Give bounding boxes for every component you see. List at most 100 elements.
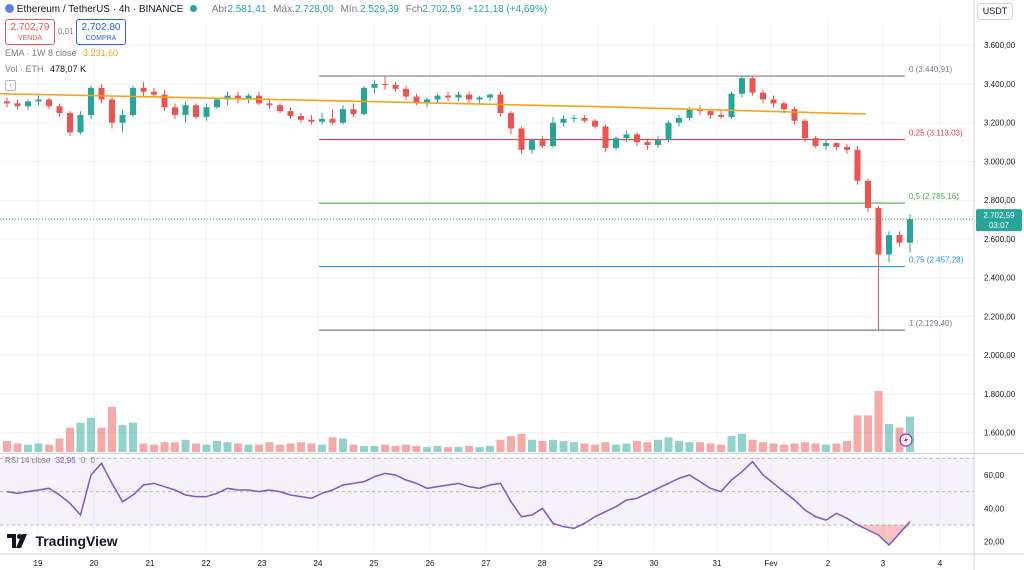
candle-body[interactable] — [172, 107, 178, 115]
candle-body[interactable] — [886, 235, 892, 255]
volume-bar — [360, 445, 368, 452]
volume-bar — [874, 391, 883, 452]
candle-body[interactable] — [455, 94, 462, 98]
candle-body[interactable] — [707, 111, 714, 115]
candle-body[interactable] — [476, 97, 483, 100]
candle-body[interactable] — [613, 138, 619, 148]
candle-body[interactable] — [592, 120, 598, 127]
candle-body[interactable] — [686, 109, 693, 118]
candle-body[interactable] — [182, 105, 189, 115]
candle-body[interactable] — [319, 118, 325, 122]
candle-body[interactable] — [392, 84, 399, 89]
candle-body[interactable] — [770, 99, 777, 104]
volume-legend[interactable]: Vol · ETH 478,07 K — [5, 64, 86, 74]
candle-body[interactable] — [161, 94, 168, 108]
candle-body[interactable] — [749, 78, 756, 93]
candle-body[interactable] — [844, 146, 850, 150]
candle-body[interactable] — [665, 122, 672, 141]
candle-body[interactable] — [46, 99, 52, 107]
candle-body[interactable] — [25, 101, 31, 107]
candle-body[interactable] — [403, 88, 409, 97]
candle-body[interactable] — [791, 109, 798, 121]
candle-body[interactable] — [434, 95, 441, 100]
candle-body[interactable] — [602, 126, 609, 148]
candle-body[interactable] — [655, 140, 661, 145]
candle-body[interactable] — [151, 91, 157, 95]
buy-button[interactable]: 2.702,80 COMPRA — [76, 19, 126, 45]
candle-body[interactable] — [14, 103, 21, 107]
candle-body[interactable] — [266, 103, 273, 106]
candle-body[interactable] — [203, 107, 210, 117]
time-axis-tick: 24 — [314, 559, 323, 568]
candle-body[interactable] — [875, 207, 882, 255]
candle-body[interactable] — [340, 109, 346, 123]
rsi-line[interactable] — [6, 460, 911, 547]
candle-body[interactable] — [193, 105, 199, 117]
candle-body[interactable] — [487, 94, 493, 98]
tradingview-logo[interactable]: TradingView — [7, 532, 118, 550]
candle-body[interactable] — [56, 106, 63, 114]
candle-body[interactable] — [812, 138, 819, 146]
collapse-legend-icon[interactable]: ‹ — [5, 80, 16, 91]
candle-body[interactable] — [634, 134, 640, 143]
candle-body[interactable] — [67, 113, 73, 133]
candle-body[interactable] — [4, 101, 10, 104]
candle-body[interactable] — [308, 119, 315, 122]
currency-button[interactable]: USDT — [977, 3, 1013, 20]
candle-body[interactable] — [298, 115, 304, 120]
candle-body[interactable] — [508, 113, 514, 129]
candle-body[interactable] — [623, 134, 630, 139]
symbol-title[interactable]: Ethereum / TetherUS · 4h · BINANCE — [16, 4, 184, 15]
candle-body[interactable] — [98, 87, 105, 100]
candle-body[interactable] — [371, 83, 378, 88]
candle-body[interactable] — [728, 93, 735, 117]
candle-body[interactable] — [760, 92, 766, 100]
candle-body[interactable] — [413, 96, 420, 103]
candle-body[interactable] — [854, 149, 861, 181]
candle-body[interactable] — [539, 140, 546, 146]
candle-body[interactable] — [35, 99, 42, 102]
candle-body[interactable] — [896, 235, 903, 243]
candle-body[interactable] — [676, 117, 682, 123]
candle-body[interactable] — [245, 95, 252, 100]
candle-body[interactable] — [350, 109, 357, 115]
candle-body[interactable] — [644, 142, 651, 145]
candle-body[interactable] — [581, 117, 588, 121]
candle-body[interactable] — [529, 140, 535, 150]
candle-body[interactable] — [718, 114, 724, 117]
candle-body[interactable] — [907, 219, 913, 243]
ema-legend[interactable]: EMA · 1W 8 close 3.231,60 — [5, 48, 118, 58]
candle-body[interactable] — [560, 118, 567, 123]
candle-body[interactable] — [109, 99, 115, 123]
candle-body[interactable] — [833, 143, 840, 147]
sell-button[interactable]: 2.702,79 VENDA — [5, 19, 55, 45]
candle-body[interactable] — [781, 103, 787, 110]
candle-body[interactable] — [424, 99, 430, 103]
candle-body[interactable] — [382, 83, 388, 85]
candle-body[interactable] — [466, 94, 472, 100]
candle-body[interactable] — [739, 78, 745, 94]
candle-body[interactable] — [277, 105, 283, 112]
candle-body[interactable] — [571, 117, 577, 119]
candle-body[interactable] — [88, 87, 94, 115]
rsi-extra-1: 0 — [80, 456, 86, 465]
candle-body[interactable] — [224, 95, 231, 100]
candle-body[interactable] — [235, 95, 241, 100]
time-axis-tick: 19 — [34, 559, 43, 568]
candle-body[interactable] — [865, 180, 871, 208]
candle-body[interactable] — [823, 143, 829, 146]
candle-body[interactable] — [329, 118, 336, 123]
candle-body[interactable] — [214, 99, 220, 108]
candle-body[interactable] — [518, 128, 525, 150]
candle-body[interactable] — [550, 122, 556, 146]
candle-body[interactable] — [140, 87, 147, 92]
candle-body[interactable] — [445, 95, 451, 98]
candle-body[interactable] — [119, 114, 126, 123]
candle-body[interactable] — [287, 111, 294, 116]
candle-body[interactable] — [130, 87, 136, 115]
rsi-legend[interactable]: RSI 14 close 32,95 0 0 — [5, 456, 95, 465]
candle-body[interactable] — [802, 120, 808, 139]
candle-body[interactable] — [77, 114, 84, 133]
ema-line[interactable] — [0, 92, 867, 115]
